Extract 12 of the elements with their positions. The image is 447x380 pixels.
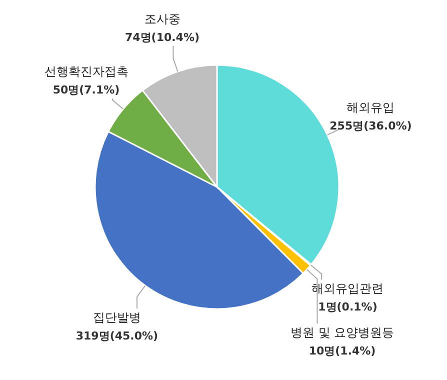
slice-label: 해외유입관련 — [312, 282, 384, 296]
data-label: 10명(1.4%) — [308, 344, 376, 358]
data-label: 255명(36.0%) — [330, 119, 412, 132]
slice-label: 집단발병 — [92, 310, 141, 324]
slice-label: 선행확진자접촉 — [44, 64, 128, 78]
data-label: 319명(45.0%) — [76, 329, 158, 342]
slice-label: 해외유입 — [346, 100, 395, 114]
slice-label: 병원 및 요양병원등 — [290, 326, 394, 340]
data-label: 74명(10.4%) — [124, 31, 200, 44]
data-label: 50명(7.1%) — [52, 83, 120, 96]
slice-label: 조사중 — [144, 12, 180, 26]
data-label: 1명(0.1%) — [318, 300, 378, 314]
